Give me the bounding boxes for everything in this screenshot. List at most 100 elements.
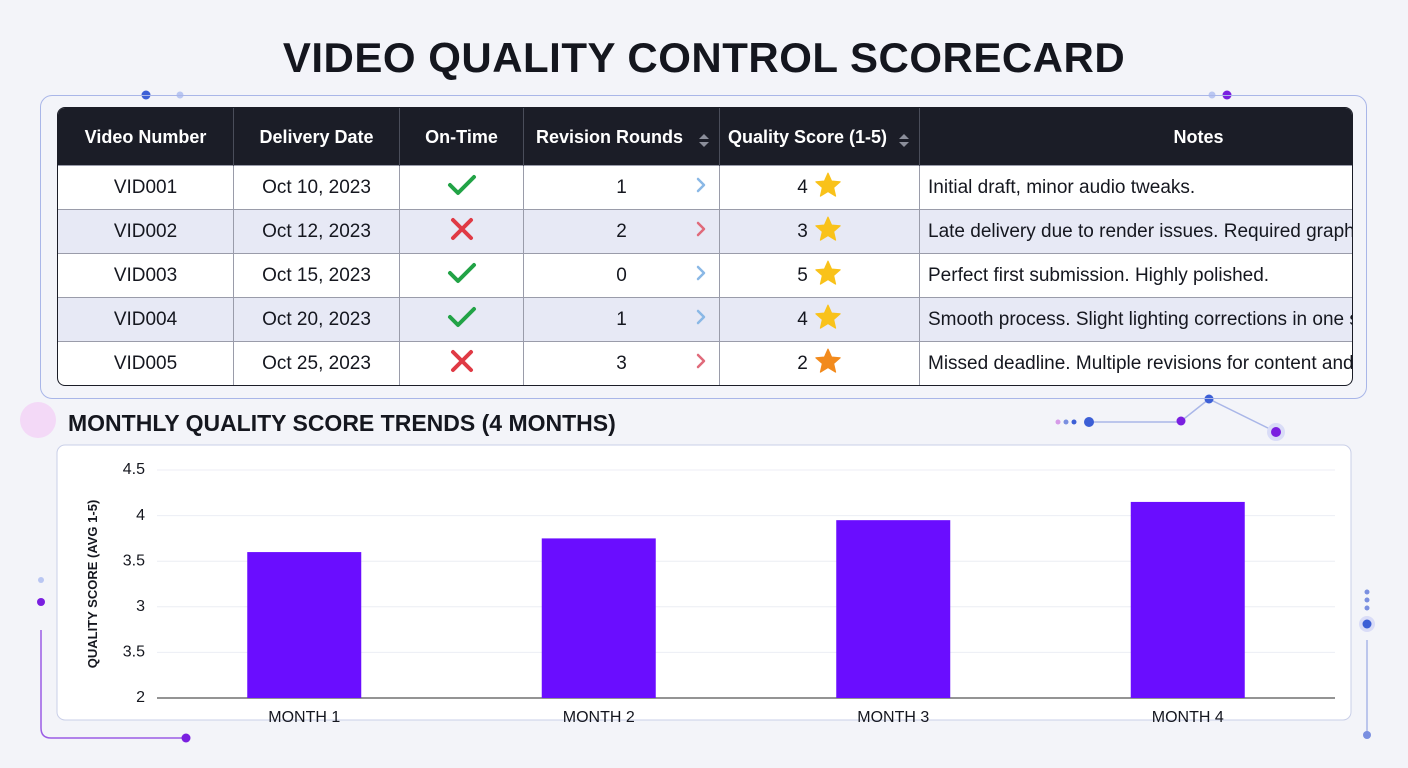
- cell: [399, 164, 524, 210]
- cell: [399, 253, 524, 298]
- cell: VID004: [58, 297, 234, 342]
- cell-text: 2: [616, 220, 627, 242]
- cell: Oct 12, 2023: [233, 209, 400, 254]
- cell-text: 3: [797, 220, 808, 242]
- cell-text: VID002: [113, 220, 178, 242]
- cell: 4: [719, 164, 920, 210]
- on-time-check: [447, 304, 477, 336]
- column-header: On-Time: [399, 108, 524, 166]
- cell: 3: [523, 341, 720, 385]
- bar: [541, 538, 656, 698]
- chevron: [695, 221, 707, 243]
- chevron: [695, 353, 707, 375]
- bar: [1130, 501, 1245, 698]
- table-row: VID004 Oct 20, 2023 1 4 Smooth process. Slig…: [58, 297, 1352, 342]
- cell: 0: [523, 253, 720, 298]
- column-header: Delivery Date: [233, 108, 400, 166]
- cell-text: Oct 12, 2023: [262, 220, 371, 242]
- y-tick-label: 3.5: [123, 552, 145, 569]
- table-frame: [40, 95, 1367, 399]
- cell: Oct 20, 2023: [233, 297, 400, 342]
- cell: 1: [523, 297, 720, 342]
- cell-text: VID003: [113, 264, 178, 286]
- cell: Late delivery due to render issues. Requ…: [919, 209, 1352, 254]
- cell: 5: [719, 253, 920, 298]
- column-header: Video Number: [58, 108, 234, 166]
- star: [814, 347, 842, 381]
- page-title: VIDEO QUALITY CONTROL SCORECARD: [282, 34, 1126, 81]
- column-header: Revision Rounds: [523, 108, 720, 166]
- cell-text: 5: [797, 264, 808, 286]
- cell: 3: [719, 209, 920, 254]
- table-row: VID001 Oct 10, 2023 1 4 Initial draft, minor…: [58, 164, 1352, 210]
- chevron: [695, 309, 707, 331]
- y-tick-label: 4: [136, 507, 145, 524]
- y-tick-label: 2: [136, 689, 145, 706]
- cell: VID003: [58, 253, 234, 298]
- x-tick-label: MONTH 3: [857, 709, 929, 726]
- cell-text: Missed deadline. Multiple revisions for …: [928, 352, 1353, 374]
- cell-text: 3: [616, 352, 627, 374]
- cell-text: VID004: [113, 308, 178, 330]
- cell: Oct 10, 2023: [233, 164, 400, 210]
- late-cross: [449, 216, 475, 248]
- cell-text: Smooth process. Slight lighting correcti…: [928, 308, 1352, 330]
- cell-text: Oct 20, 2023: [262, 308, 371, 330]
- cell: VID001: [58, 164, 234, 210]
- cell-text: Late delivery due to render issues. Requ…: [928, 220, 1352, 242]
- star: [814, 303, 842, 337]
- cell-text: Initial draft, minor audio tweaks.: [928, 176, 1196, 198]
- bar: [247, 552, 362, 698]
- cell: Oct 15, 2023: [233, 253, 400, 298]
- cell-text: 1: [616, 176, 627, 198]
- column-header: Quality Score (1-5): [719, 108, 920, 166]
- cell: Smooth process. Slight lighting correcti…: [919, 297, 1352, 342]
- cell-text: 4: [797, 308, 808, 330]
- on-time-check: [447, 260, 477, 292]
- cell: VID005: [58, 341, 234, 385]
- x-tick-label: MONTH 2: [563, 709, 635, 726]
- y-axis-label: QUALITY SCORE (AVG 1-5): [85, 500, 100, 669]
- cell-text: 2: [797, 352, 808, 374]
- chart-title: MONTHLY QUALITY SCORE TRENDS (4 MONTHS): [68, 410, 616, 436]
- table-row: VID002 Oct 12, 2023 2 3 Late delivery due to…: [58, 209, 1352, 254]
- cell: 2: [719, 341, 920, 385]
- y-tick-label: 3.5: [123, 644, 145, 661]
- table-row: VID005 Oct 25, 2023 3 2 Missed deadline. Mul…: [58, 341, 1353, 385]
- star: [814, 171, 842, 205]
- cell: [399, 341, 524, 385]
- on-time-check: [447, 172, 477, 204]
- star: [814, 259, 842, 293]
- cell-text: Perfect first submission. Highly polishe…: [928, 264, 1270, 286]
- bar: [836, 520, 951, 698]
- x-tick-label: MONTH 4: [1152, 709, 1224, 726]
- chart-card: [56, 444, 1352, 721]
- cell: 4: [719, 297, 920, 342]
- y-tick-label: 4.5: [123, 461, 145, 478]
- cell: [399, 297, 524, 342]
- cell: Perfect first submission. Highly polishe…: [919, 253, 1352, 298]
- decor: [20, 90, 1375, 743]
- y-tick-label: 3: [136, 598, 145, 615]
- cell: [399, 209, 524, 254]
- cell-text: 1: [616, 308, 627, 330]
- column-header: Notes: [919, 108, 1352, 166]
- cell-text: Oct 25, 2023: [262, 352, 371, 374]
- cell-text: VID005: [113, 352, 178, 374]
- cell-text: Oct 10, 2023: [262, 176, 371, 198]
- star: [814, 215, 842, 249]
- cell-text: Oct 15, 2023: [262, 264, 371, 286]
- cell: Initial draft, minor audio tweaks.: [919, 164, 1352, 210]
- cell: Missed deadline. Multiple revisions for …: [919, 341, 1353, 385]
- chevron: [695, 265, 707, 287]
- x-tick-label: MONTH 1: [268, 709, 340, 726]
- header-row: Video Number Delivery Date On-Time Revision…: [58, 108, 1352, 166]
- cell: Oct 25, 2023: [233, 341, 400, 385]
- table: Video Number Delivery Date On-Time Revision…: [58, 108, 1353, 385]
- cell: 1: [523, 164, 720, 210]
- cell: VID002: [58, 209, 234, 254]
- table-row: VID003 Oct 15, 2023 0 5 Perfect first submis…: [58, 253, 1352, 298]
- scorecard-table: Video Number Delivery Date On-Time Revision…: [57, 107, 1353, 386]
